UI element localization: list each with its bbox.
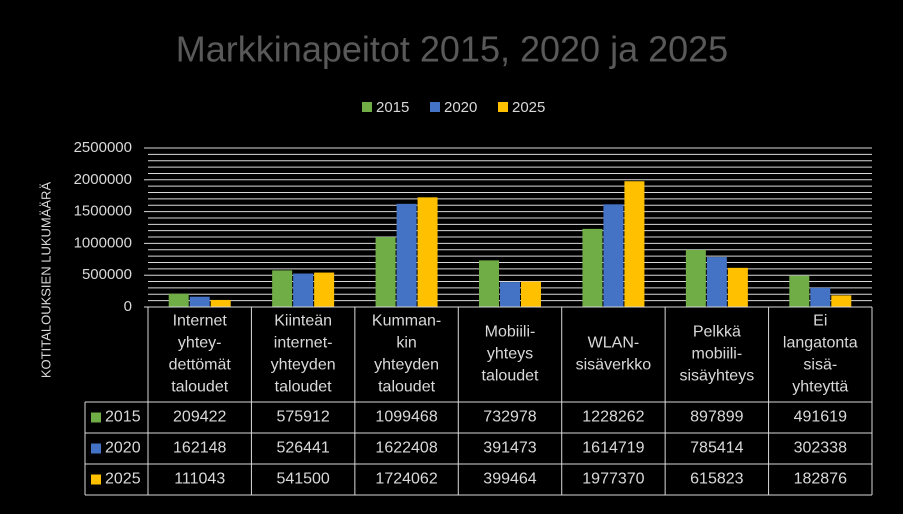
table-cell: 575912 bbox=[276, 409, 329, 426]
x-tick-label: taloudet bbox=[482, 368, 539, 385]
legend-label: 2015 bbox=[376, 99, 409, 116]
table-cell: 1622408 bbox=[375, 440, 437, 457]
table-cell: 615823 bbox=[690, 471, 743, 488]
x-tick-label: Pelkkä bbox=[693, 324, 741, 341]
x-tick-label: sisä- bbox=[803, 357, 837, 374]
chart-title: Markkinapeitot 2015, 2020 ja 2025 bbox=[176, 29, 728, 70]
x-tick-label: taloudet bbox=[378, 379, 435, 396]
table-legend-swatch bbox=[91, 474, 101, 485]
x-tick-label: Kiinteän bbox=[274, 313, 332, 330]
x-tick-label: mobiili- bbox=[692, 346, 743, 363]
y-tick-label: 500000 bbox=[82, 266, 132, 283]
bar bbox=[831, 295, 852, 307]
x-tick-label: taloudet bbox=[171, 379, 228, 396]
bar bbox=[500, 282, 520, 307]
bar bbox=[210, 299, 231, 307]
bar bbox=[789, 275, 810, 307]
table-row-label: 2025 bbox=[105, 471, 141, 488]
x-tick-label: Ei bbox=[813, 313, 827, 330]
bar bbox=[727, 267, 748, 307]
x-tick-label: sisäverkko bbox=[576, 357, 652, 374]
table-row-label: 2020 bbox=[105, 440, 141, 457]
y-tick-label: 2000000 bbox=[74, 171, 132, 188]
table-legend-swatch bbox=[91, 412, 101, 423]
table-cell: 209422 bbox=[173, 409, 226, 426]
legend-label: 2025 bbox=[512, 99, 545, 116]
table-cell: 302338 bbox=[794, 440, 847, 457]
x-tick-label: dettömät bbox=[169, 357, 232, 374]
table-cell: 1099468 bbox=[375, 409, 437, 426]
bar bbox=[314, 272, 335, 307]
table-cell: 526441 bbox=[276, 440, 329, 457]
table-cell: 1228262 bbox=[582, 409, 644, 426]
table-cell: 1977370 bbox=[582, 471, 644, 488]
legend-swatch bbox=[362, 102, 372, 112]
bar bbox=[624, 181, 645, 307]
table-cell: 732978 bbox=[483, 409, 536, 426]
legend-swatch bbox=[430, 102, 440, 112]
legend-label: 2020 bbox=[444, 99, 477, 116]
table-legend-swatch bbox=[91, 443, 101, 454]
x-tick-label: internet- bbox=[274, 335, 333, 352]
x-tick-label: Mobiili- bbox=[485, 324, 536, 341]
bar bbox=[375, 237, 396, 307]
x-tick-label: yhteyden bbox=[374, 357, 439, 374]
bar bbox=[417, 197, 438, 307]
table-cell: 541500 bbox=[276, 471, 329, 488]
y-tick-label: 1500000 bbox=[74, 203, 132, 220]
y-tick-label: 0 bbox=[124, 298, 132, 315]
x-tick-label: yhteys bbox=[487, 346, 533, 363]
table-cell: 491619 bbox=[794, 409, 847, 426]
bar bbox=[272, 270, 293, 307]
table-cell: 162148 bbox=[173, 440, 226, 457]
table-cell: 182876 bbox=[794, 471, 847, 488]
table-cell: 399464 bbox=[483, 471, 536, 488]
table-row-label: 2015 bbox=[105, 409, 141, 426]
bar bbox=[479, 260, 499, 307]
y-tick-label: 2500000 bbox=[74, 139, 132, 156]
bar bbox=[603, 204, 624, 307]
x-tick-label: kin bbox=[396, 335, 416, 352]
x-tick-label: Kumman- bbox=[372, 313, 441, 330]
bar bbox=[189, 296, 210, 307]
bar bbox=[582, 228, 603, 307]
bar bbox=[810, 287, 831, 307]
x-tick-label: yhtey- bbox=[178, 335, 222, 352]
table-cell: 391473 bbox=[483, 440, 536, 457]
x-tick-label: Internet bbox=[173, 313, 228, 330]
x-tick-label: yhteyttä bbox=[792, 379, 848, 396]
x-tick-label: sisäyhteys bbox=[680, 368, 755, 385]
table-cell: 1614719 bbox=[582, 440, 644, 457]
table-cell: 785414 bbox=[690, 440, 743, 457]
bar bbox=[293, 273, 314, 307]
bar bbox=[685, 249, 706, 307]
x-tick-label: yhteyden bbox=[271, 357, 336, 374]
table-cell: 1724062 bbox=[375, 471, 437, 488]
table-cell: 897899 bbox=[690, 409, 743, 426]
x-tick-label: taloudet bbox=[275, 379, 332, 396]
bar bbox=[396, 203, 417, 307]
bar bbox=[521, 281, 541, 307]
y-tick-label: 1000000 bbox=[74, 234, 132, 251]
bar bbox=[706, 257, 727, 307]
x-tick-label: WLAN- bbox=[588, 335, 640, 352]
y-axis-label: KOTITALOUKSIEN LUKUMÄÄRÄ bbox=[38, 182, 53, 379]
x-tick-label: langatonta bbox=[783, 335, 858, 352]
legend-swatch bbox=[498, 102, 508, 112]
bar bbox=[168, 293, 189, 307]
table-cell: 111043 bbox=[174, 471, 225, 488]
